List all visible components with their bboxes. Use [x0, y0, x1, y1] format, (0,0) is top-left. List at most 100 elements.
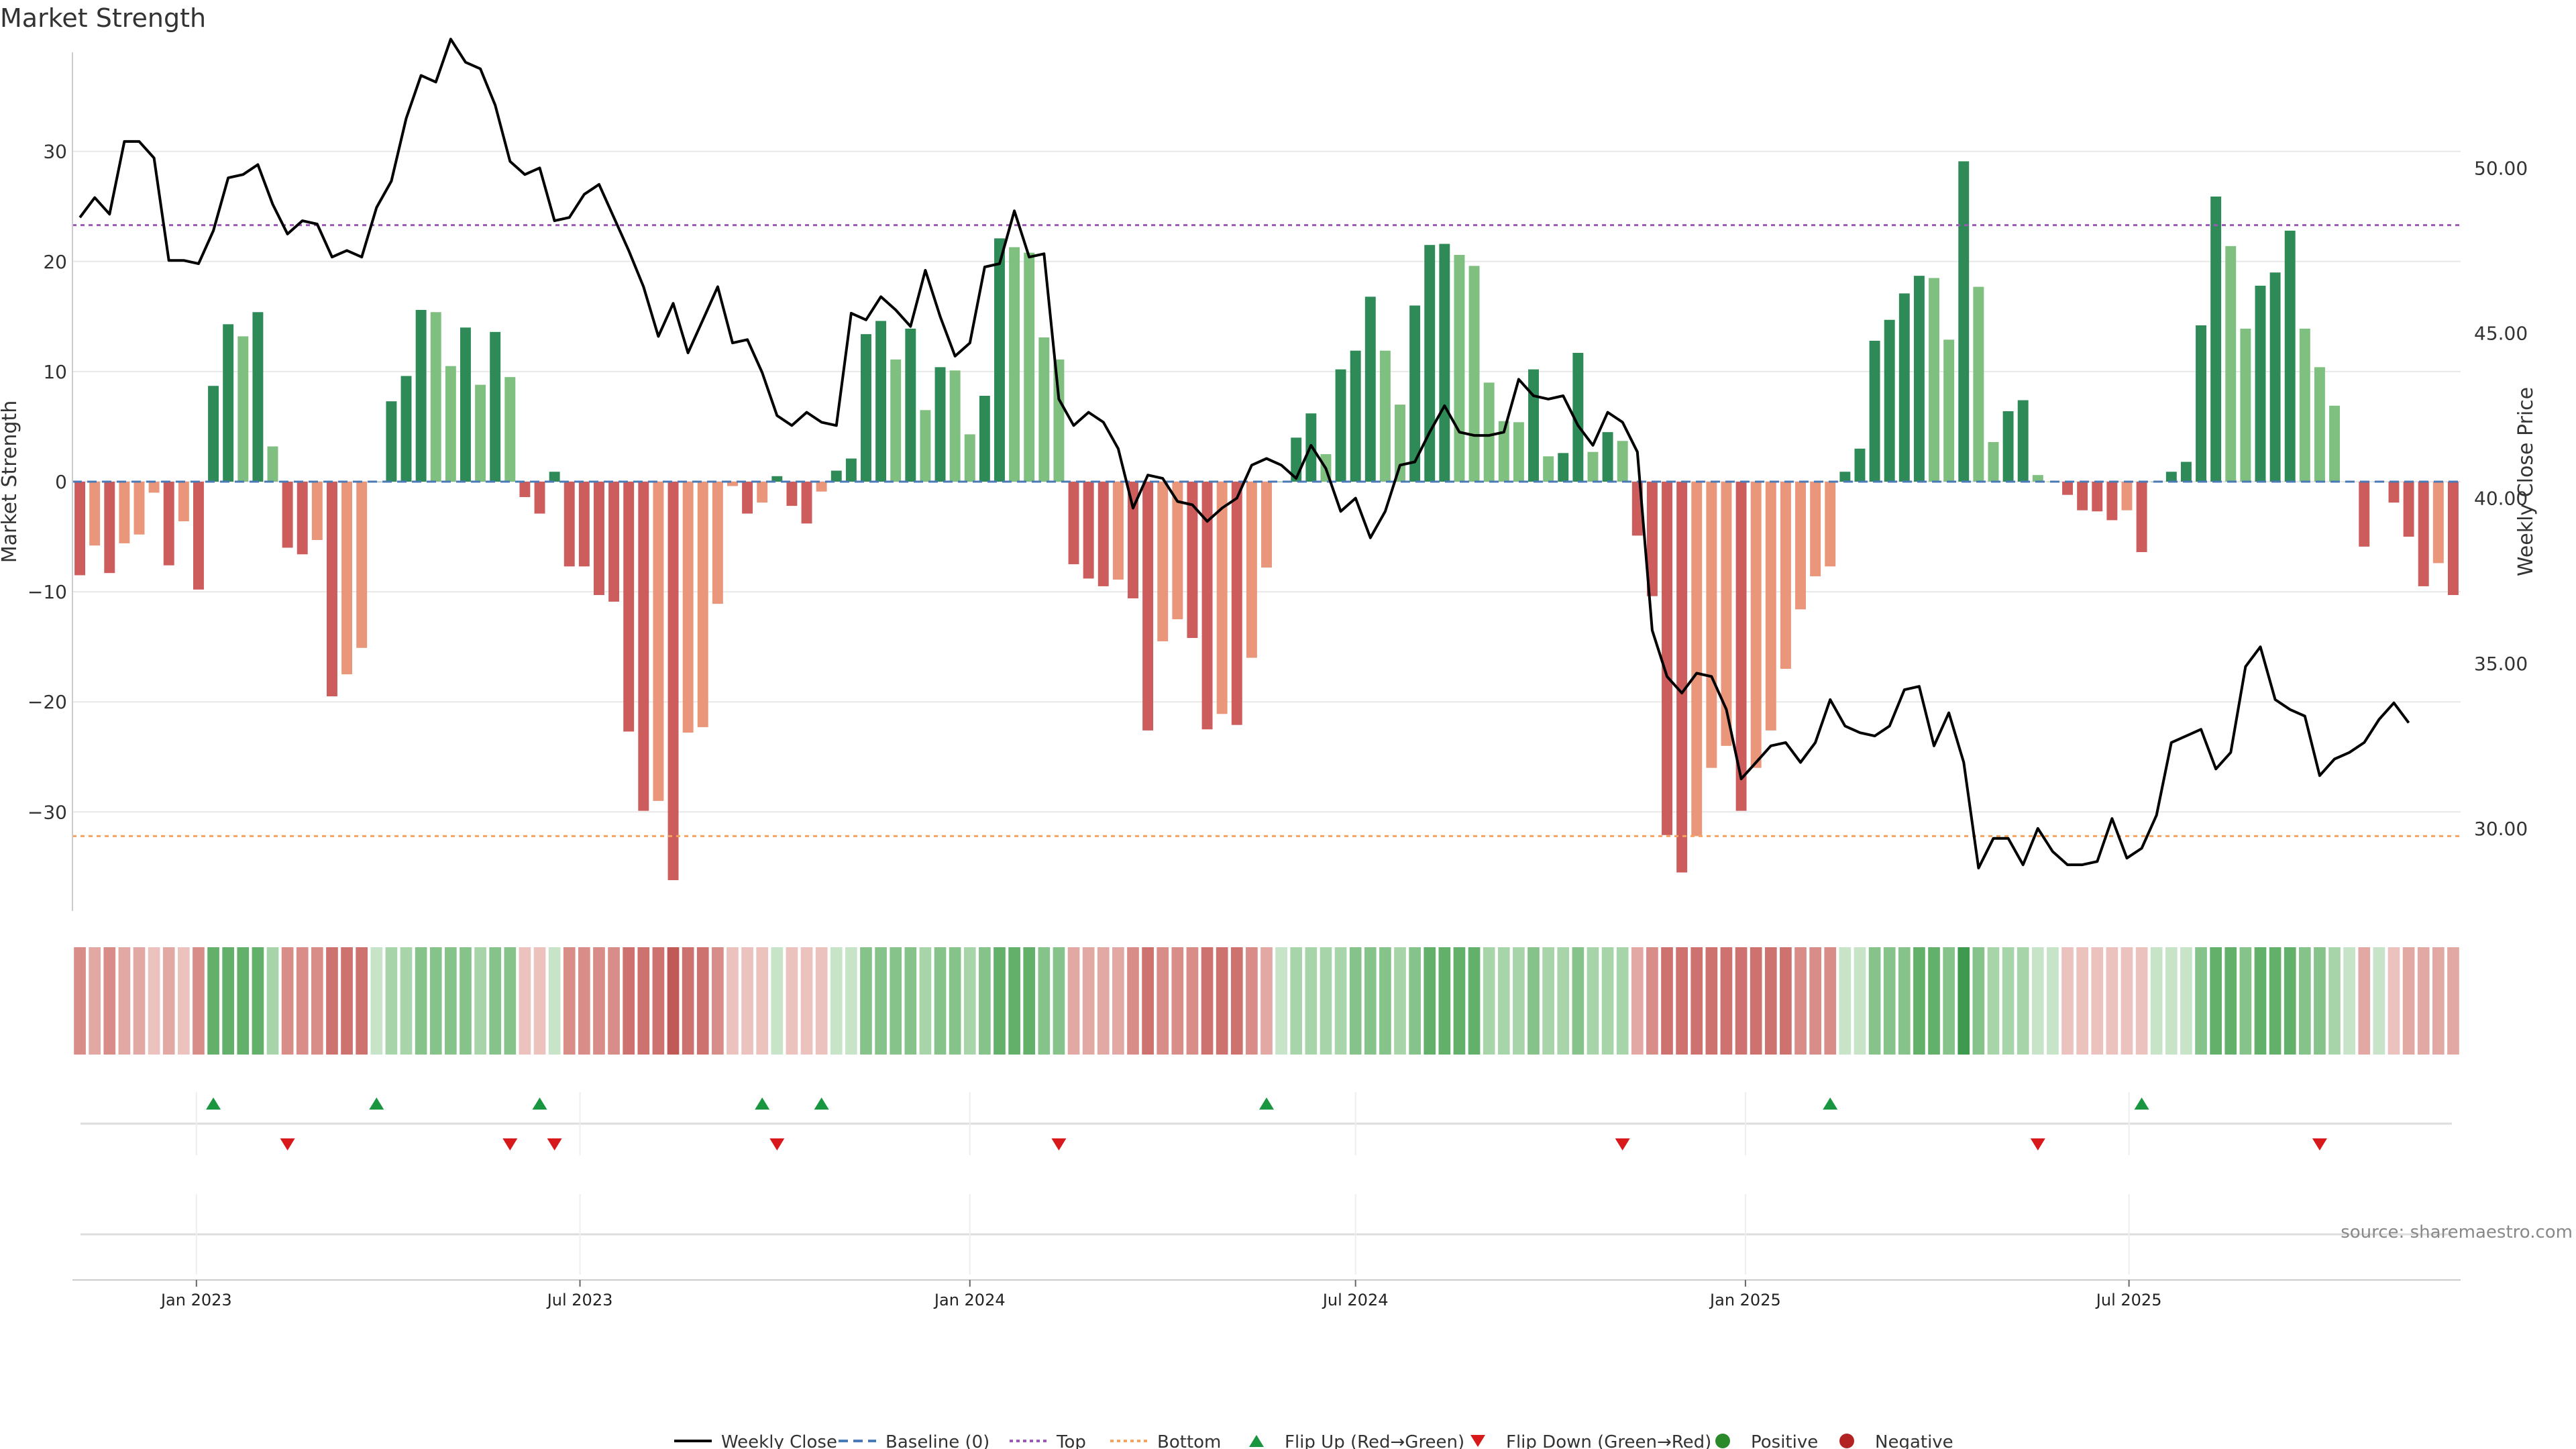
heat-cell — [2091, 947, 2104, 1055]
strength-bar — [2225, 246, 2237, 482]
strength-bar — [1943, 339, 1955, 482]
strength-bar — [1068, 482, 1079, 565]
heat-cell — [281, 947, 294, 1055]
strength-bar — [1142, 482, 1154, 731]
strength-bar — [1602, 432, 1613, 482]
strength-bar — [1468, 266, 1480, 482]
strength-bar — [2388, 482, 2400, 503]
strength-bar — [445, 366, 456, 482]
strength-bar — [920, 410, 931, 482]
heat-cell — [266, 947, 279, 1055]
chart-title: Market Strength — [0, 3, 206, 33]
heat-cell — [1171, 947, 1184, 1055]
strength-bar — [2329, 405, 2341, 482]
strength-bar — [2284, 230, 2296, 482]
legend-baseline: Baseline (0) — [839, 1432, 989, 1449]
strength-bar — [712, 482, 723, 604]
strength-bar — [1750, 482, 1762, 768]
strength-bar — [964, 434, 975, 482]
flip-markers-panel — [80, 1092, 2452, 1155]
lower-panel — [80, 1194, 2452, 1275]
y2-tick-label: 35.00 — [2474, 653, 2528, 675]
heat-cell — [1112, 947, 1124, 1055]
heat-cell — [712, 947, 724, 1055]
y2-axis-label: Weekly Close Price — [2514, 387, 2538, 576]
strength-bar — [1929, 278, 1939, 482]
heat-cell — [1839, 947, 1851, 1055]
strength-bar — [1157, 482, 1169, 641]
heat-cell — [1513, 947, 1525, 1055]
strength-bar — [1038, 337, 1050, 482]
heat-cell — [1572, 947, 1585, 1055]
heat-cell — [1067, 947, 1080, 1055]
heat-cell — [2121, 947, 2133, 1055]
heat-cell — [904, 947, 917, 1055]
strength-bar — [208, 386, 219, 482]
heat-cell — [860, 947, 872, 1055]
heat-cell — [1275, 947, 1287, 1055]
strength-bar — [1201, 482, 1213, 730]
heat-cell — [1676, 947, 1688, 1055]
heat-cell — [326, 947, 338, 1055]
strength-bar — [2403, 482, 2414, 537]
strength-bar — [1795, 482, 1806, 610]
heat-cell — [2017, 947, 2029, 1055]
legend-negative: Negative — [1839, 1432, 1953, 1449]
strength-bar — [1854, 448, 1866, 482]
strength-bar — [549, 472, 560, 482]
heat-cell — [1053, 947, 1065, 1055]
heat-cell — [1142, 947, 1154, 1055]
heat-cell — [1646, 947, 1658, 1055]
heat-cell — [1246, 947, 1258, 1055]
flip-down-marker — [769, 1138, 785, 1150]
y-tick-label: −10 — [28, 581, 67, 603]
heat-cell — [1008, 947, 1020, 1055]
heat-cell — [1898, 947, 1911, 1055]
heat-cell — [1468, 947, 1481, 1055]
heat-cell — [1957, 947, 1970, 1055]
strength-bar — [1097, 482, 1109, 586]
strength-bar — [1706, 482, 1717, 768]
strength-bar — [223, 324, 234, 482]
heat-cell — [429, 947, 442, 1055]
flip-down-marker — [280, 1138, 295, 1150]
flip-down-marker — [2312, 1138, 2327, 1150]
heat-cell — [845, 947, 857, 1055]
legend-top: Top — [1010, 1432, 1086, 1449]
strength-bar — [1988, 441, 1999, 482]
legend-weekly-close-label: Weekly Close — [721, 1432, 837, 1449]
heat-cell — [1943, 947, 1955, 1055]
strength-bar — [905, 328, 916, 482]
heat-cell — [460, 947, 472, 1055]
strength-bar — [1721, 482, 1732, 746]
y2-tick-label: 30.00 — [2474, 818, 2528, 840]
heat-cell — [2210, 947, 2222, 1055]
strength-bar — [697, 482, 708, 727]
strength-bar — [1543, 456, 1554, 482]
heat-cell — [800, 947, 813, 1055]
heat-cell — [919, 947, 932, 1055]
strength-bar — [2165, 472, 2177, 482]
flip-up-marker — [1823, 1097, 1838, 1110]
strength-bar — [861, 334, 871, 482]
strength-bar — [297, 482, 308, 555]
heat-cell — [177, 947, 190, 1055]
heat-cell — [1394, 947, 1406, 1055]
strength-bar — [1379, 350, 1391, 482]
strength-bar — [949, 370, 961, 482]
strength-bar — [163, 482, 174, 566]
legend-baseline-label: Baseline (0) — [885, 1432, 989, 1449]
heat-cell — [193, 947, 205, 1055]
strength-bar — [727, 482, 738, 486]
strength-bar — [519, 482, 531, 497]
strength-bar — [2121, 482, 2133, 511]
heat-cell — [311, 947, 323, 1055]
strength-bar — [1231, 482, 1242, 725]
strength-bar — [490, 331, 501, 482]
strength-bar — [89, 482, 101, 546]
strength-bar — [1810, 482, 1821, 577]
strength-bar — [2002, 411, 2014, 482]
heat-cell — [1542, 947, 1554, 1055]
strength-bar — [608, 482, 620, 602]
